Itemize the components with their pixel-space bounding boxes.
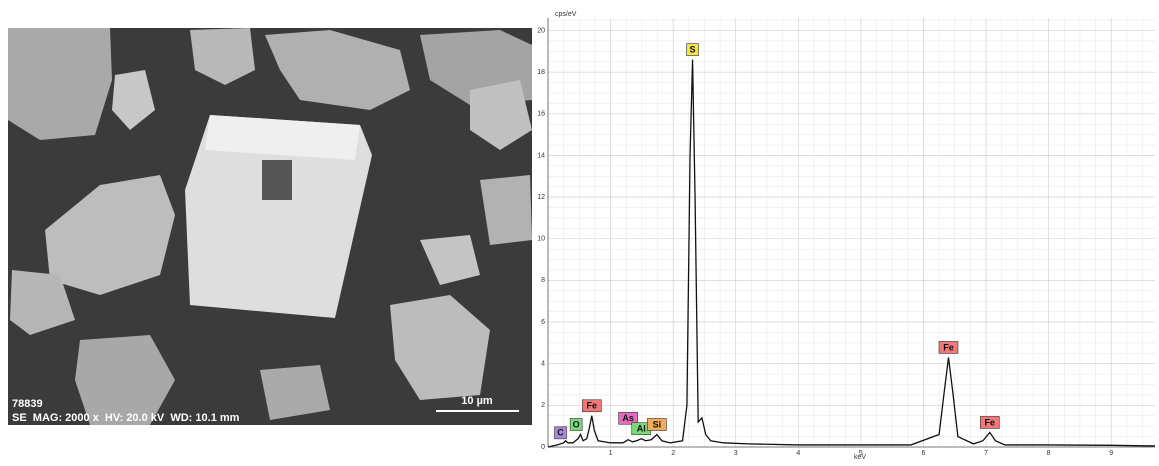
peak-label: Si bbox=[653, 419, 662, 429]
peak-label-box bbox=[569, 418, 583, 431]
peak-label-box bbox=[979, 416, 1000, 429]
peak-label: Fe bbox=[587, 401, 598, 411]
peak-label-box bbox=[938, 341, 959, 354]
scale-label: 10 µm bbox=[461, 395, 493, 407]
y-tick-label: 4 bbox=[541, 361, 545, 368]
y-tick-label: 6 bbox=[541, 319, 545, 326]
particle bbox=[112, 70, 155, 130]
x-tick-label: 8 bbox=[1047, 450, 1051, 457]
cube-top bbox=[205, 115, 360, 160]
x-axis-label: keV bbox=[854, 454, 866, 461]
x-tick-label: 5 bbox=[859, 450, 863, 457]
particle bbox=[10, 270, 75, 335]
y-tick-label: 14 bbox=[537, 152, 545, 159]
particle bbox=[190, 28, 255, 85]
y-tick-label: 2 bbox=[541, 402, 545, 409]
cube-crystal bbox=[185, 115, 372, 318]
x-tick-label: 2 bbox=[671, 450, 675, 457]
y-tick-label: 20 bbox=[537, 27, 545, 34]
peak-label: C bbox=[557, 428, 564, 438]
y-tick-label: 16 bbox=[537, 111, 545, 118]
peak-label: Fe bbox=[985, 417, 996, 427]
x-tick-label: 3 bbox=[734, 450, 738, 457]
x-tick-label: 9 bbox=[1109, 450, 1113, 457]
x-tick-label: 7 bbox=[984, 450, 988, 457]
particle bbox=[420, 235, 480, 285]
y-tick-label: 18 bbox=[537, 69, 545, 76]
peak-label: Fe bbox=[943, 342, 954, 352]
image-info: SE MAG: 2000 x HV: 20.0 kV WD: 10.1 mm bbox=[12, 412, 240, 424]
x-tick-label: 1 bbox=[609, 450, 613, 457]
sem-image: 78839 SE MAG: 2000 x HV: 20.0 kV WD: 10.… bbox=[8, 28, 532, 425]
peak-label-box bbox=[554, 426, 567, 440]
peak-label-box bbox=[618, 411, 638, 425]
y-tick-label: 8 bbox=[541, 277, 545, 284]
peak-label: O bbox=[573, 419, 580, 429]
peak-label: As bbox=[622, 413, 634, 423]
y-tick-label: 12 bbox=[537, 194, 545, 201]
particle bbox=[45, 175, 175, 295]
peak-label: S bbox=[690, 45, 696, 55]
particle bbox=[470, 80, 532, 150]
y-tick-label: 0 bbox=[541, 444, 545, 451]
particle bbox=[260, 365, 330, 420]
cube-hole bbox=[262, 160, 292, 200]
peak-label-box bbox=[647, 418, 667, 431]
particle bbox=[390, 295, 490, 400]
peak-label-box bbox=[686, 43, 699, 56]
y-tick-label: 10 bbox=[537, 236, 545, 243]
particle bbox=[265, 30, 410, 110]
particle bbox=[75, 335, 175, 425]
particle bbox=[8, 28, 112, 140]
x-tick-label: 6 bbox=[922, 450, 926, 457]
x-tick-label: 4 bbox=[796, 450, 800, 457]
y-axis-label: cps/eV bbox=[555, 11, 577, 18]
image-id: 78839 bbox=[12, 398, 43, 410]
peak-label-box bbox=[582, 399, 602, 413]
spectrum-line bbox=[547, 59, 1156, 448]
peak-label: Al bbox=[637, 424, 646, 434]
particle bbox=[480, 175, 532, 245]
